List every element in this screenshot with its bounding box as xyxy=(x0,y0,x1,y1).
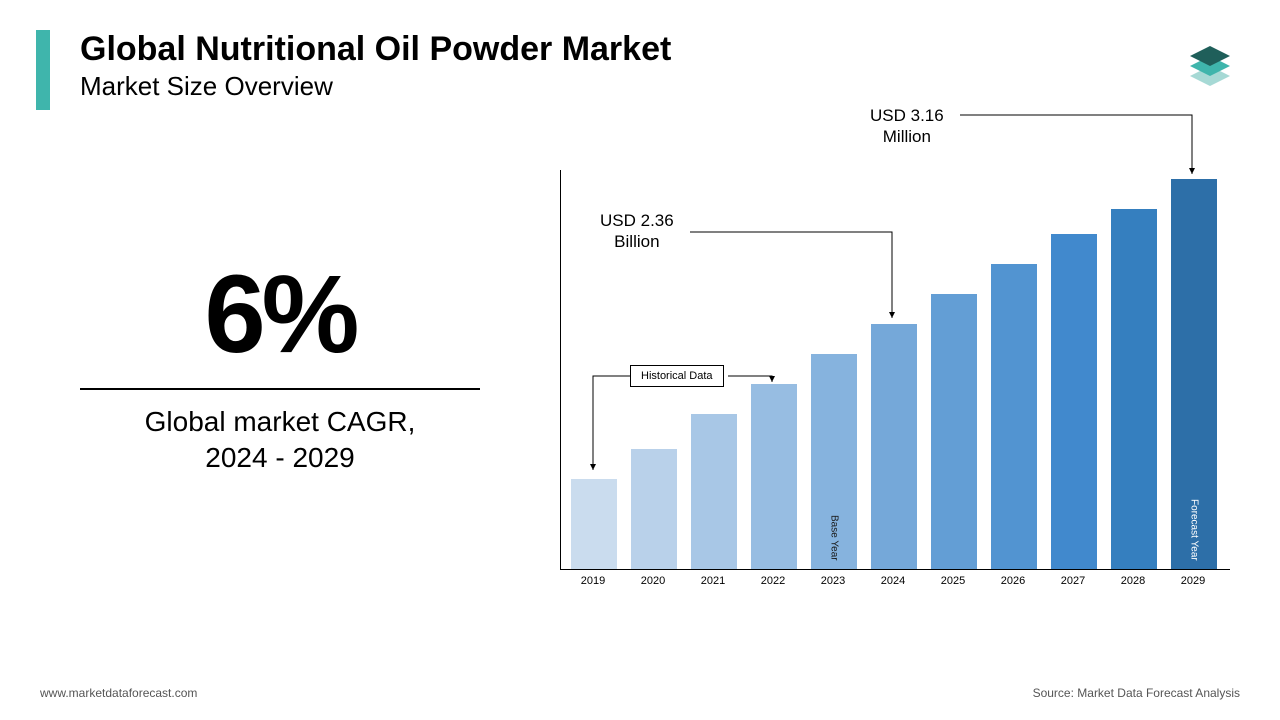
chart-bar xyxy=(1111,209,1157,569)
chart-x-label: 2028 xyxy=(1110,575,1156,587)
chart-plot: Base Year Forecast Year xyxy=(560,170,1230,570)
callout-2029-line1: USD 3.16 xyxy=(870,106,944,125)
cagr-label-line1: Global market CAGR, xyxy=(70,404,490,440)
cagr-label-line2: 2024 - 2029 xyxy=(70,440,490,476)
header-block: Global Nutritional Oil Powder Market Mar… xyxy=(80,30,671,102)
footer-website: www.marketdataforecast.com xyxy=(40,686,197,700)
chart-bar xyxy=(991,264,1037,569)
chart-bar xyxy=(571,479,617,569)
chart-x-label: 2024 xyxy=(870,575,916,587)
forecast-year-text: Forecast Year xyxy=(1189,499,1200,561)
chart-x-label: 2020 xyxy=(630,575,676,587)
chart-x-label: 2021 xyxy=(690,575,736,587)
cagr-divider xyxy=(80,388,480,390)
brand-logo xyxy=(1180,30,1240,90)
chart-x-label: 2019 xyxy=(570,575,616,587)
page-subtitle: Market Size Overview xyxy=(80,71,671,102)
chart-bar xyxy=(871,324,917,569)
chart-bar xyxy=(931,294,977,569)
chart-bar xyxy=(631,449,677,569)
callout-2029: USD 3.16 Million xyxy=(870,105,944,148)
callout-2029-line2: Million xyxy=(883,127,931,146)
chart-x-label: 2022 xyxy=(750,575,796,587)
cagr-block: 6% Global market CAGR, 2024 - 2029 xyxy=(70,260,490,477)
chart-x-label: 2023 xyxy=(810,575,856,587)
page-root: Global Nutritional Oil Powder Market Mar… xyxy=(0,0,1280,720)
chart-x-label: 2029 xyxy=(1170,575,1216,587)
accent-bar xyxy=(36,30,50,110)
chart-bar xyxy=(1051,234,1097,569)
footer-source: Source: Market Data Forecast Analysis xyxy=(1033,686,1240,700)
bar-chart: USD 2.36 Billion USD 3.16 Million Histor… xyxy=(560,170,1230,610)
chart-bar xyxy=(751,384,797,569)
chart-x-label: 2025 xyxy=(930,575,976,587)
chart-x-label: 2026 xyxy=(990,575,1036,587)
chart-bar: Base Year xyxy=(811,354,857,569)
cagr-value: 6% xyxy=(70,260,490,370)
page-title: Global Nutritional Oil Powder Market xyxy=(80,30,671,69)
chart-bar: Forecast Year xyxy=(1171,179,1217,569)
chart-x-label: 2027 xyxy=(1050,575,1096,587)
base-year-text: Base Year xyxy=(829,515,840,561)
chart-bar xyxy=(691,414,737,569)
chart-x-labels: 2019 2020 2021 2022 2023 2024 2025 2026 2027 2028… xyxy=(560,575,1230,595)
